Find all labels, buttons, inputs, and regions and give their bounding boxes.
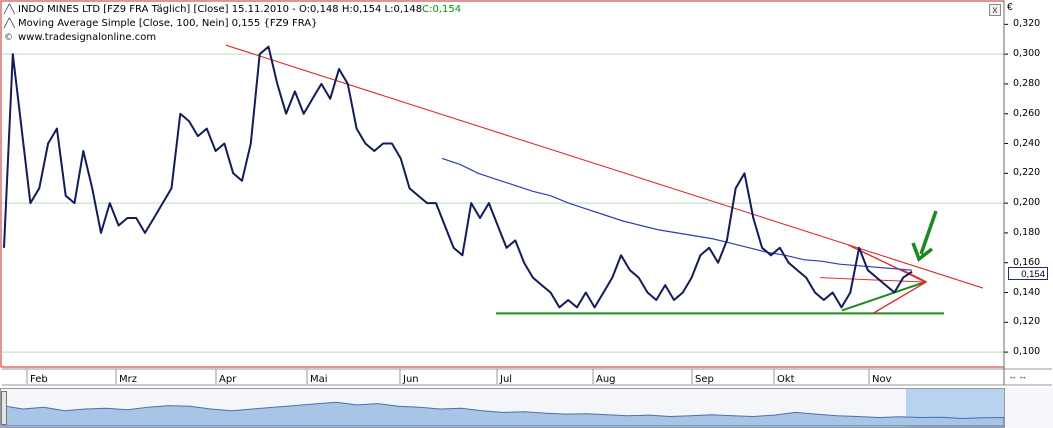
rising-support-line: [841, 281, 926, 312]
triangle-midline: [819, 277, 927, 283]
y-tick-label: 0,200: [1013, 197, 1041, 209]
legend-source: © www.tradesignalonline.com: [4, 31, 461, 45]
moving-average-line: [441, 157, 913, 271]
legend-close-value: C:0,154: [422, 4, 462, 15]
x-tick-label: Jun: [403, 374, 419, 385]
x-tick-label: Mai: [310, 374, 328, 385]
y-tick-label: 0,300: [1013, 48, 1041, 60]
triangle-apex: [901, 269, 927, 283]
y-tick-label: 0,280: [1013, 77, 1041, 89]
annotation-arrow-shaft: [919, 210, 938, 255]
trendlines: [225, 44, 984, 315]
plot-border: [0, 0, 1005, 368]
x-tick-label: Apr: [219, 374, 237, 385]
navigator-chart[interactable]: [0, 388, 1053, 428]
y-tick-label: 0,100: [1013, 346, 1041, 358]
line-series-icon: ╱╲: [4, 5, 15, 15]
y-tick-label: 0,140: [1013, 286, 1041, 298]
chart-frame: [0, 0, 1005, 385]
line-series-icon: ╱╲: [4, 19, 15, 29]
x-tick-label: Aug: [596, 374, 616, 385]
close-button[interactable]: x: [989, 4, 1001, 16]
x-tick-label: Feb: [30, 374, 48, 385]
last-value-badge: 0,154: [1008, 267, 1048, 280]
navigator-handle[interactable]: [1, 391, 7, 425]
annotation-arrow-head: [911, 242, 934, 262]
legend-price-text: INDO MINES LTD [FZ9 FRA Täglich] [Close]…: [18, 4, 423, 15]
x-tick-label: Jul: [500, 374, 513, 385]
y-tick-label: 0,260: [1013, 107, 1041, 119]
chart-legend: ╱╲ INDO MINES LTD [FZ9 FRA Täglich] [Clo…: [4, 3, 461, 45]
price-line: [3, 45, 913, 309]
x-tick-label: Sep: [695, 374, 714, 385]
x-tick-label: Mrz: [119, 374, 137, 385]
legend-moving-average: ╱╲ Moving Average Simple [Close, 100, Ne…: [4, 17, 461, 31]
price-layer: [3, 45, 913, 309]
x-tick-label: Nov: [872, 374, 892, 385]
y-tick-label: 0,240: [1013, 137, 1041, 149]
y-tick-label: 0,320: [1013, 18, 1041, 30]
grid: [2, 23, 1052, 386]
resistance-trendline: [225, 44, 984, 289]
currency-label: €: [1007, 2, 1013, 13]
legend-source-text: www.tradesignalonline.com: [18, 32, 157, 43]
navigator-arrows-icon[interactable]: ↔↔: [1008, 371, 1028, 381]
copyright-icon: ©: [4, 33, 13, 43]
navigator-area: [1, 401, 1005, 427]
moving-average-layer: [441, 157, 913, 271]
y-tick-label: 0,180: [1013, 226, 1041, 238]
legend-ma-text: Moving Average Simple [Close, 100, Nein]…: [18, 18, 318, 29]
x-tick-label: Okt: [777, 374, 795, 385]
y-tick-label: 0,220: [1013, 167, 1041, 179]
legend-price: ╱╲ INDO MINES LTD [FZ9 FRA Täglich] [Clo…: [4, 3, 461, 17]
y-tick-label: 0,120: [1013, 316, 1041, 328]
y-tick-label: 0,160: [1013, 256, 1041, 268]
